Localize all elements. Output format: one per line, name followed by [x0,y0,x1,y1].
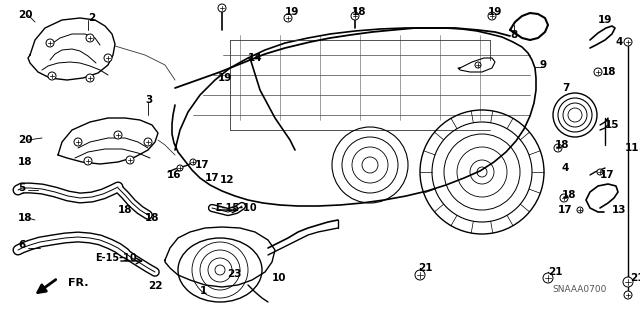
Text: 18: 18 [18,213,33,223]
Text: 7: 7 [562,83,570,93]
Text: 21: 21 [548,267,563,277]
Circle shape [624,291,632,299]
Text: 17: 17 [195,160,210,170]
Circle shape [218,4,226,12]
Circle shape [597,169,603,175]
Text: 6: 6 [18,240,25,250]
Text: 16: 16 [167,170,182,180]
Text: 22: 22 [148,281,163,291]
Text: 21: 21 [418,263,433,273]
Circle shape [284,14,292,22]
Circle shape [577,207,583,213]
Circle shape [190,159,196,165]
Text: 19: 19 [218,73,232,83]
Text: 18: 18 [145,213,159,223]
Text: 8: 8 [510,30,517,40]
Text: 9: 9 [540,60,547,70]
Text: 18: 18 [602,67,616,77]
Circle shape [144,138,152,146]
Text: 18: 18 [118,205,132,215]
Text: 20: 20 [18,10,33,20]
Text: 21: 21 [630,273,640,283]
Text: E-15-10: E-15-10 [215,203,257,213]
Text: SNAAA0700: SNAAA0700 [552,286,606,294]
Text: 18: 18 [352,7,367,17]
Circle shape [46,39,54,47]
Text: 18: 18 [18,157,33,167]
Text: 5: 5 [18,183,25,193]
Circle shape [560,194,568,202]
Circle shape [84,157,92,165]
Text: 23: 23 [227,269,241,279]
Circle shape [623,277,633,287]
Circle shape [114,131,122,139]
Text: 4: 4 [615,37,622,47]
Text: 19: 19 [598,15,612,25]
Circle shape [415,270,425,280]
Text: 4: 4 [562,163,570,173]
Circle shape [48,72,56,80]
Text: 3: 3 [145,95,152,105]
Text: 18: 18 [555,140,570,150]
Circle shape [475,62,481,68]
Text: 17: 17 [558,205,573,215]
Circle shape [594,68,602,76]
Circle shape [104,54,112,62]
Text: 20: 20 [18,135,33,145]
Text: 15: 15 [605,120,620,130]
Circle shape [554,144,562,152]
Text: 19: 19 [285,7,300,17]
Text: 14: 14 [248,53,262,63]
Circle shape [86,74,94,82]
Circle shape [86,34,94,42]
Circle shape [488,12,496,20]
Circle shape [126,156,134,164]
Text: FR.: FR. [68,278,88,288]
Text: 12: 12 [220,175,234,185]
Text: 13: 13 [612,205,627,215]
Text: 1: 1 [200,286,207,296]
Circle shape [351,12,359,20]
Text: 18: 18 [562,190,577,200]
Circle shape [543,273,553,283]
Text: 11: 11 [625,143,639,153]
Circle shape [74,138,82,146]
Text: 2: 2 [88,13,95,23]
Text: 19: 19 [488,7,502,17]
Text: 17: 17 [600,170,614,180]
Circle shape [177,165,183,171]
Circle shape [624,38,632,46]
Text: 17: 17 [205,173,220,183]
Text: 10: 10 [272,273,287,283]
Text: E-15-10: E-15-10 [95,253,136,263]
